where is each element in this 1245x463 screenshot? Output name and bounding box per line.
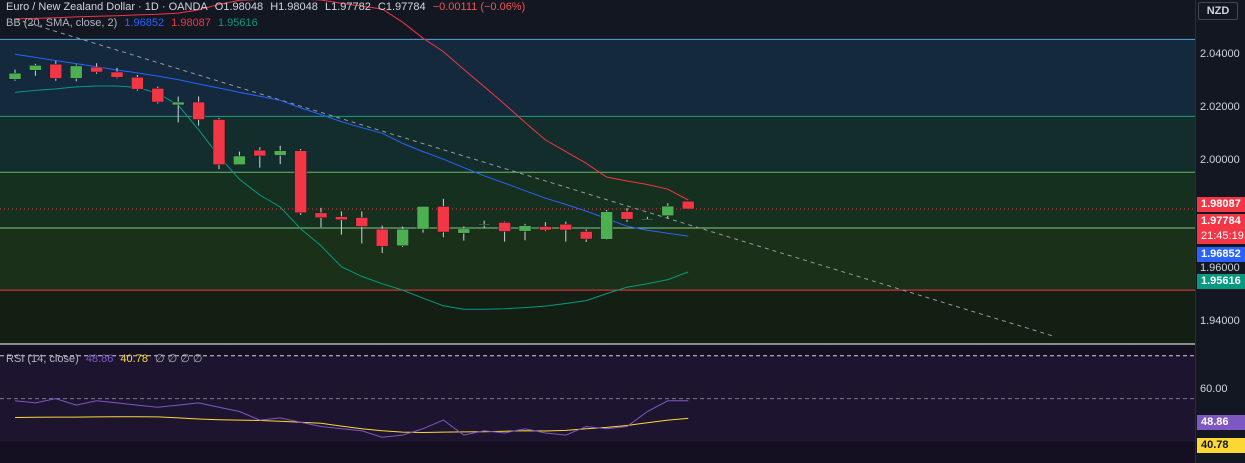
- candle-body[interactable]: [661, 205, 675, 216]
- price-zone: [0, 290, 1195, 344]
- price-zone: [0, 0, 1195, 40]
- candle-body[interactable]: [559, 223, 573, 231]
- candle-body[interactable]: [233, 155, 246, 165]
- candle-body[interactable]: [620, 211, 634, 220]
- rsi-ma-tag: 40.78: [1197, 438, 1245, 453]
- candle-body[interactable]: [171, 101, 185, 106]
- bb-basis-tag: 1.96852: [1197, 247, 1245, 262]
- high-value: H1.98048: [270, 1, 318, 13]
- candle-body[interactable]: [600, 211, 613, 240]
- bb-upper-line[interactable]: [14, 0, 689, 201]
- price-zone: [0, 227, 1195, 291]
- candle-body[interactable]: [457, 228, 471, 234]
- bb-upper-value: 1.98087: [171, 17, 211, 29]
- bb-lower-line[interactable]: [14, 85, 689, 310]
- trendline: [14, 18, 1056, 338]
- candle-body[interactable]: [192, 101, 205, 120]
- candle-body[interactable]: [110, 71, 124, 78]
- price-tick: 2.02000: [1200, 101, 1240, 113]
- symbol-title[interactable]: Euro / New Zealand Dollar · 1D · OANDA: [6, 1, 208, 13]
- candle-body[interactable]: [8, 72, 22, 80]
- bb-label[interactable]: BB (20, SMA, close, 2): [6, 17, 118, 29]
- price-tick: 1.96000: [1200, 262, 1240, 274]
- symbol-legend: Euro / New Zealand Dollar · 1D · OANDA O…: [6, 0, 529, 14]
- rsi-value: 48.86: [85, 353, 114, 365]
- rsi-empty-values: ∅ ∅ ∅ ∅: [155, 353, 203, 365]
- rsi-ma-value: 40.78: [120, 353, 148, 365]
- bollinger-bands: [14, 0, 689, 310]
- candle-body[interactable]: [335, 216, 348, 221]
- bb-basis-value: 1.96852: [124, 17, 165, 29]
- rsi-ma-line[interactable]: [14, 416, 689, 434]
- low-value: L1.97782: [324, 1, 371, 13]
- candle-body[interactable]: [69, 65, 83, 79]
- rsi-value-tag: 48.86: [1197, 415, 1245, 430]
- last-price-tag: 1.97784: [1197, 214, 1245, 229]
- bb-lower-value: 1.95616: [217, 17, 258, 29]
- candle-body[interactable]: [477, 223, 491, 226]
- candle-body[interactable]: [314, 212, 328, 219]
- candle-body[interactable]: [355, 217, 369, 227]
- bb-lower-tag: 1.95616: [1197, 274, 1245, 289]
- candle-body[interactable]: [151, 88, 165, 103]
- countdown-tag: 21:45:19: [1197, 229, 1245, 244]
- candle-body[interactable]: [49, 63, 63, 79]
- candle-body[interactable]: [518, 225, 532, 232]
- candle-body[interactable]: [253, 149, 267, 157]
- candle-body[interactable]: [579, 231, 593, 240]
- candlestick-series: [8, 60, 695, 254]
- price-zone: [0, 172, 1195, 228]
- currency-button[interactable]: NZD: [1198, 2, 1238, 20]
- rsi-legend[interactable]: RSI (14, close) 48.86 40.78 ∅ ∅ ∅ ∅: [6, 352, 207, 366]
- candle-body[interactable]: [416, 206, 430, 230]
- price-tick: 2.04000: [1200, 48, 1240, 60]
- candle-body[interactable]: [273, 150, 287, 156]
- price-zone: [0, 116, 1195, 173]
- candle-body[interactable]: [498, 222, 511, 232]
- candle-body[interactable]: [90, 66, 103, 73]
- candle-body[interactable]: [294, 150, 307, 214]
- candle-body[interactable]: [29, 65, 42, 71]
- price-tick: 1.94000: [1200, 315, 1240, 327]
- price-tick: 2.00000: [1200, 154, 1240, 166]
- bb-basis-line[interactable]: [14, 53, 689, 237]
- rsi-tick: 60.00: [1200, 383, 1228, 395]
- candle-body[interactable]: [681, 200, 695, 210]
- rsi-pane: [0, 345, 1195, 463]
- trendline-dashed[interactable]: [14, 18, 1056, 338]
- candle-body[interactable]: [375, 228, 389, 247]
- candle-body[interactable]: [641, 218, 654, 221]
- close-value: C1.97784: [377, 1, 426, 13]
- candle-body[interactable]: [131, 77, 144, 90]
- candle-body[interactable]: [396, 228, 409, 247]
- rsi-label[interactable]: RSI (14, close): [6, 353, 79, 365]
- open-value: O1.98048: [214, 1, 264, 13]
- bb-upper-tag: 1.98087: [1197, 197, 1245, 212]
- rsi-line[interactable]: [14, 398, 689, 438]
- bb-legend[interactable]: BB (20, SMA, close, 2) 1.96852 1.98087 1…: [6, 16, 262, 30]
- change-value: −0.00111 (−0.06%): [432, 1, 526, 13]
- candle-body[interactable]: [539, 226, 552, 231]
- candle-body[interactable]: [437, 206, 450, 233]
- candle-body[interactable]: [212, 119, 226, 165]
